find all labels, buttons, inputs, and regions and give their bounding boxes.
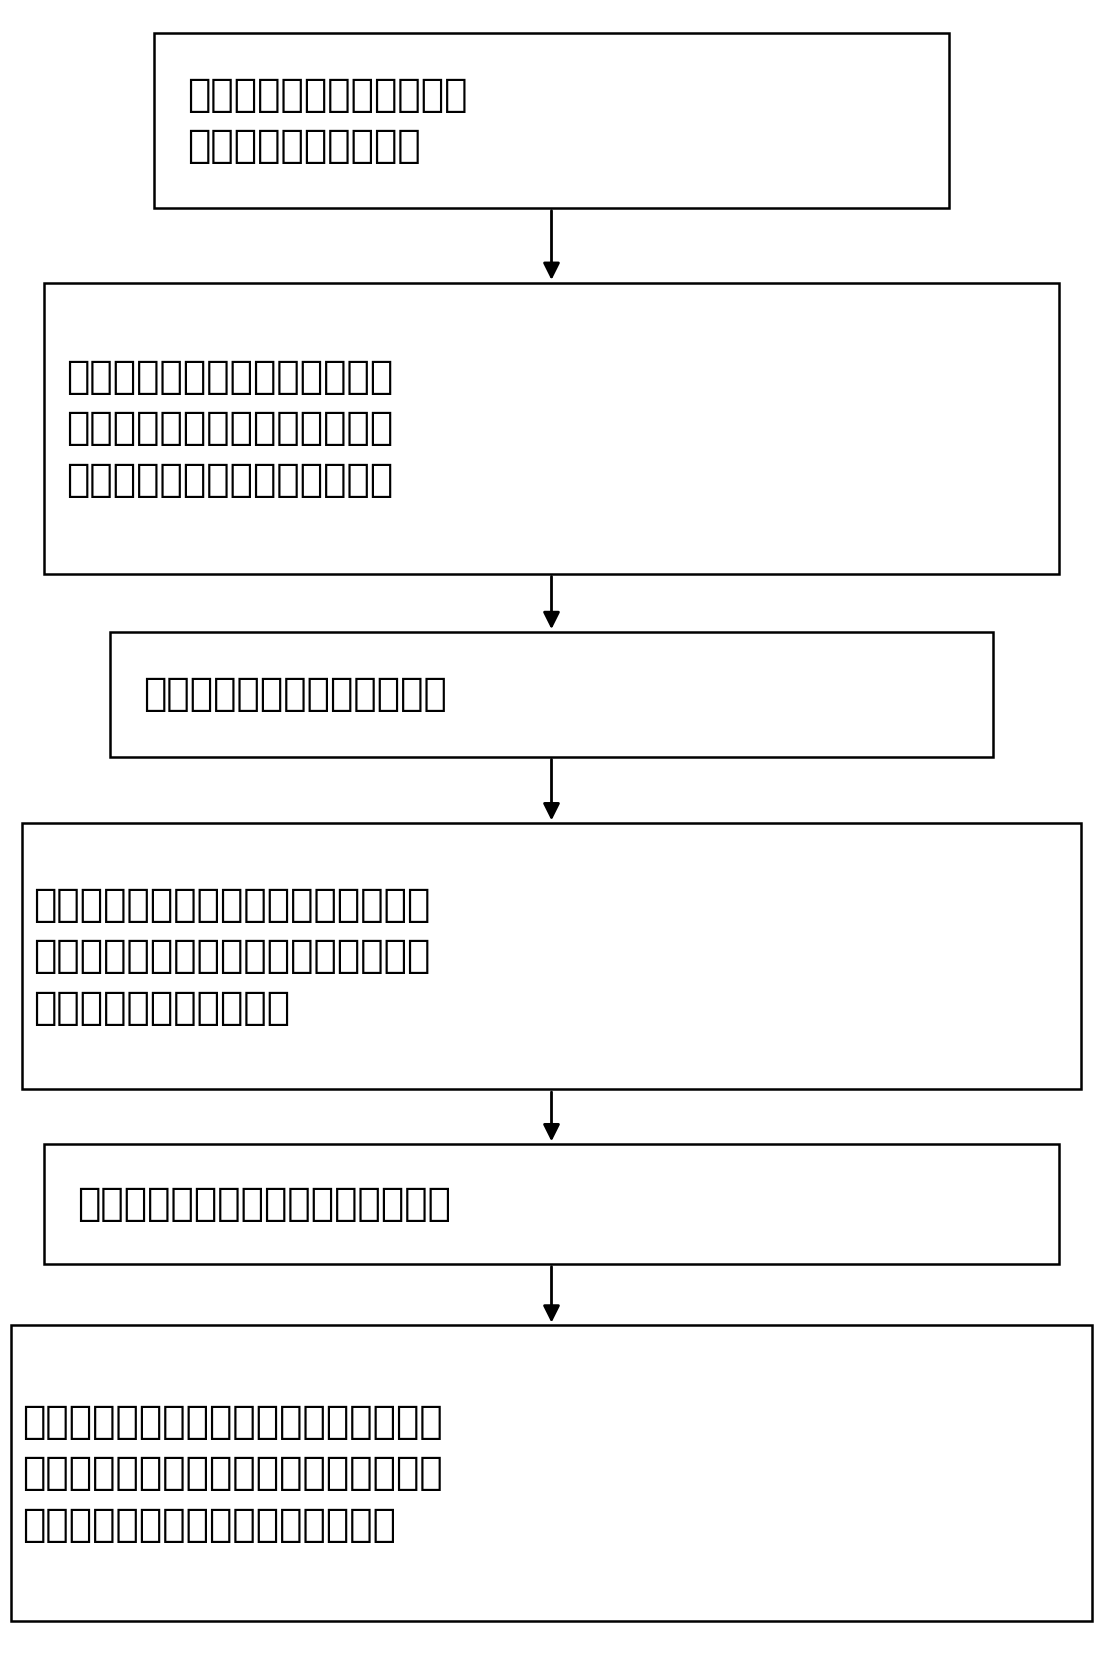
Text: 建立电力系统数学模型，推
导相应能量函数表达式: 建立电力系统数学模型，推 导相应能量函数表达式 [188,76,468,165]
FancyBboxPatch shape [154,33,949,208]
Text: 评估各动态元件对该电力系统暂态电压稳
定性影响，分析该故障下暂态电压失稳机
理，为优化电压稳定性提供策略方向: 评估各动态元件对该电力系统暂态电压稳 定性影响，分析该故障下暂态电压失稳机 理，… [22,1404,442,1543]
FancyBboxPatch shape [44,1144,1059,1264]
Text: 启发式求解主导不稳定平衡点，
结合奇异分岔理论，对故障情况
进行稳定性判定和失稳模式分析: 启发式求解主导不稳定平衡点， 结合奇异分岔理论，对故障情况 进行稳定性判定和失稳… [66,358,394,499]
FancyBboxPatch shape [11,1325,1092,1621]
FancyBboxPatch shape [22,823,1081,1089]
FancyBboxPatch shape [110,632,993,757]
FancyBboxPatch shape [44,283,1059,574]
Text: 时域仿真求解各动态元件对应指标值: 时域仿真求解各动态元件对应指标值 [77,1186,451,1222]
Text: 构建包含各动态元件故障后无功恢复特
性、接入母线节点电压与相应各动态元
件势能分量的评估指标。: 构建包含各动态元件故障后无功恢复特 性、接入母线节点电压与相应各动态元 件势能分… [33,886,430,1026]
Text: 提取系统各动态元件势能函数: 提取系统各动态元件势能函数 [143,675,447,713]
